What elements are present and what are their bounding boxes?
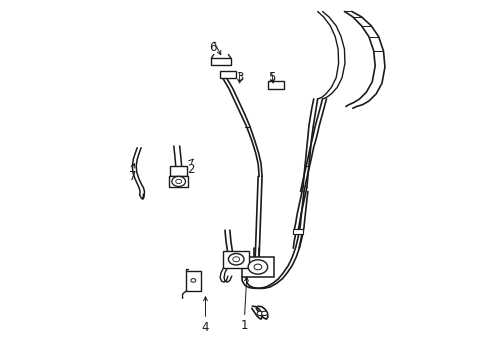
Bar [211, 58, 230, 65]
Circle shape [253, 264, 261, 270]
Bar [169, 166, 187, 176]
Circle shape [171, 176, 185, 186]
Bar [293, 229, 303, 234]
Text: 2: 2 [187, 163, 194, 176]
Text: 1: 1 [240, 319, 248, 332]
Bar [222, 251, 249, 268]
Circle shape [228, 253, 244, 265]
Text: 4: 4 [202, 320, 209, 333]
Text: 5: 5 [267, 71, 274, 84]
Bar [185, 271, 200, 291]
Text: 7: 7 [128, 170, 136, 183]
Circle shape [175, 179, 181, 184]
Circle shape [190, 279, 195, 282]
Bar [220, 71, 235, 78]
Circle shape [247, 260, 267, 274]
Text: 3: 3 [235, 71, 243, 84]
Text: 6: 6 [209, 41, 216, 54]
Bar [168, 176, 188, 187]
Bar [242, 257, 273, 277]
Circle shape [232, 257, 239, 262]
Circle shape [261, 311, 267, 316]
Circle shape [257, 311, 263, 316]
Bar [267, 81, 283, 89]
